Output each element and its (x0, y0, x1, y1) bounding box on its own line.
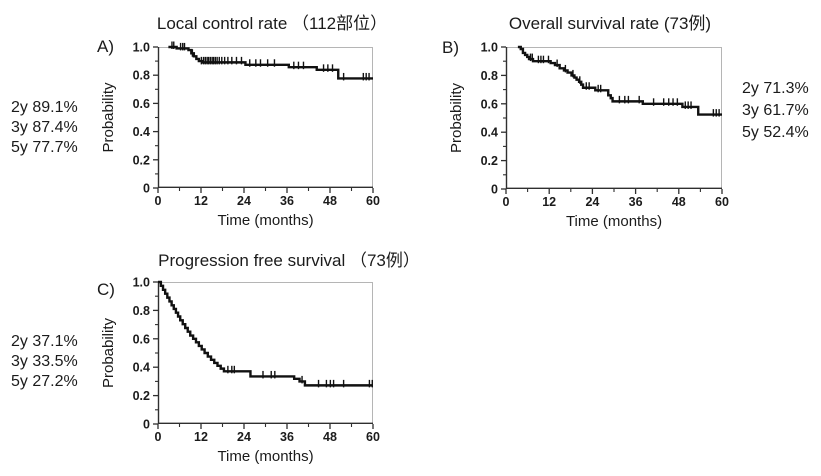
x-axis-label: Time (months) (566, 213, 662, 230)
panel-letter-c: C) (97, 280, 115, 299)
y-tick-label: 1.0 (481, 41, 498, 55)
rate-3y: 3y 87.4% (11, 119, 78, 136)
y-tick-label: 0 (143, 418, 150, 432)
y-tick-label: 0.2 (133, 153, 150, 167)
y-tick-label: 0 (491, 183, 498, 197)
km-plot-overall-survival: 0 12 24 36 48 60 1.0 0.8 0.6 0.4 0.2 0 Probability Ti… (448, 41, 729, 231)
rate-3y: 3y 61.7% (742, 102, 809, 119)
y-tick-label: 0.6 (481, 97, 498, 111)
y-tick-label: 0.6 (133, 332, 150, 346)
y-axis-label: Probability (100, 82, 117, 153)
y-tick-label: 0.8 (133, 69, 150, 83)
x-tick-label: 48 (323, 430, 337, 444)
x-tick-label: 0 (155, 194, 162, 208)
survival-rates-annotation-b: 2y 71.3% 3y 61.7% 5y 52.4% (742, 78, 809, 144)
y-tick-label: 1.0 (133, 41, 150, 55)
y-axis-label: Probability (100, 317, 117, 388)
x-tick-label: 24 (237, 194, 251, 208)
plot-frame (506, 47, 722, 189)
x-tick-label: 60 (366, 430, 380, 444)
axis-lines (157, 47, 373, 188)
plot-frame (158, 282, 373, 424)
km-plot-progression-free: 0 12 24 36 48 60 1.0 0.8 0.6 0.4 0.2 0 Probability Ti… (100, 276, 380, 466)
x-tick-label: 12 (194, 430, 208, 444)
km-curve (158, 280, 373, 387)
survival-rates-annotation-c: 2y 37.1% 3y 33.5% 5y 27.2% (11, 332, 78, 392)
x-tick-label: 24 (237, 430, 251, 444)
panel-letter-b: B) (442, 38, 459, 57)
rate-5y: 5y 77.7% (11, 139, 78, 156)
rate-2y: 2y 71.3% (742, 80, 809, 97)
km-plot-local-control: 0 12 24 36 48 60 1.0 0.8 0.6 0.4 0.2 0 Probability Ti… (100, 41, 380, 230)
x-tick-label: 60 (715, 195, 729, 209)
plot-frame (158, 47, 373, 188)
panel-letter-a: A) (97, 37, 114, 56)
y-tick-label: 0 (143, 182, 150, 196)
axis-lines (505, 47, 722, 189)
y-axis-label: Probability (448, 82, 465, 153)
rate-2y: 2y 37.1% (11, 333, 78, 350)
y-tick-label: 0.6 (133, 97, 150, 111)
rate-5y: 5y 52.4% (742, 124, 809, 141)
y-tick-label: 0.2 (481, 154, 498, 168)
y-tick-label: 0.4 (133, 361, 150, 375)
x-tick-label: 48 (323, 194, 337, 208)
rate-2y: 2y 89.1% (11, 99, 78, 116)
chart-title-local-control: Local control rate （112部位） (156, 14, 388, 33)
chart-title-progression-free: Progression free survival （73例） (158, 251, 420, 270)
y-tick-label: 1.0 (133, 276, 150, 290)
x-tick-label: 36 (280, 430, 294, 444)
x-tick-label: 12 (542, 195, 556, 209)
y-tick-label: 0.4 (481, 126, 498, 140)
y-tick-label: 0.4 (133, 125, 150, 139)
y-tick-label: 0.8 (481, 69, 498, 83)
rate-5y: 5y 27.2% (11, 373, 78, 390)
km-curve (168, 45, 373, 80)
axis-lines (157, 282, 373, 424)
x-tick-label: 0 (155, 430, 162, 444)
rate-3y: 3y 33.5% (11, 353, 78, 370)
y-tick-label: 0.2 (133, 389, 150, 403)
x-tick-label: 36 (280, 194, 294, 208)
x-tick-label: 48 (672, 195, 686, 209)
x-axis-label: Time (months) (217, 448, 313, 465)
y-tick-label: 0.8 (133, 304, 150, 318)
chart-title-overall-survival: Overall survival rate (73例) (508, 14, 712, 33)
x-tick-label: 24 (585, 195, 599, 209)
x-tick-label: 12 (194, 194, 208, 208)
survival-rates-annotation-a: 2y 89.1% 3y 87.4% 5y 77.7% (11, 98, 78, 158)
x-tick-label: 60 (366, 194, 380, 208)
x-tick-label: 36 (629, 195, 643, 209)
x-tick-label: 0 (503, 195, 510, 209)
x-axis-label: Time (months) (217, 212, 313, 229)
